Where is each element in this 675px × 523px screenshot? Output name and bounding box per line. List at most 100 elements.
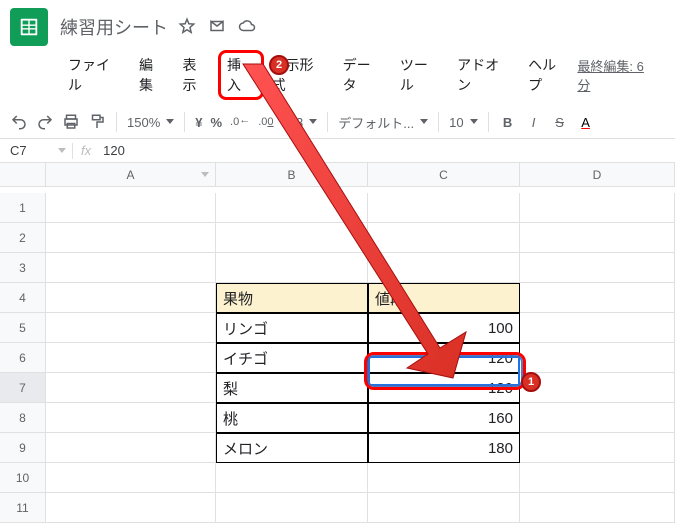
cell-B9[interactable]: メロン (216, 433, 368, 463)
increase-decimal-button[interactable]: .00 (258, 116, 273, 128)
menu-edit[interactable]: 編集 (131, 51, 175, 99)
row-header-3[interactable]: 3 (0, 253, 46, 283)
cell-D5[interactable] (520, 313, 675, 343)
caret-down-icon (470, 119, 478, 125)
name-box[interactable]: C7 (0, 143, 52, 158)
col-header-A[interactable]: A (46, 163, 216, 187)
cell-B2[interactable] (216, 223, 368, 253)
undo-icon[interactable] (10, 113, 28, 131)
menu-insert[interactable]: 挿入 (218, 50, 264, 100)
cell-C6[interactable]: 120 (368, 343, 520, 373)
row-header-6[interactable]: 6 (0, 343, 46, 373)
cell-D3[interactable] (520, 253, 675, 283)
cell-A6[interactable] (46, 343, 216, 373)
cell-D10[interactable] (520, 463, 675, 493)
col-header-D[interactable]: D (520, 163, 675, 187)
row-header-5[interactable]: 5 (0, 313, 46, 343)
paint-format-icon[interactable] (88, 113, 106, 131)
cell-B6[interactable]: イチゴ (216, 343, 368, 373)
cell-A5[interactable] (46, 313, 216, 343)
formula-input[interactable]: 120 (99, 143, 125, 158)
cell-C10[interactable] (368, 463, 520, 493)
select-all-corner[interactable] (0, 163, 46, 187)
caret-down-icon (166, 119, 174, 125)
caret-down-icon (58, 148, 66, 153)
font-family-select[interactable]: デフォルト... (338, 113, 428, 132)
document-title[interactable]: 練習用シート (60, 14, 168, 40)
cell-B11[interactable] (216, 493, 368, 523)
cell-C3[interactable] (368, 253, 520, 283)
cell-C4[interactable]: 値段 (368, 283, 520, 313)
num-format-value: 123 (282, 115, 304, 130)
row-header-4[interactable]: 4 (0, 283, 46, 313)
percent-button[interactable]: % (210, 115, 222, 130)
name-box-dropdown[interactable] (52, 148, 72, 153)
row-header-7[interactable]: 7 (0, 373, 46, 403)
cell-A2[interactable] (46, 223, 216, 253)
redo-icon[interactable] (36, 113, 54, 131)
cell-D2[interactable] (520, 223, 675, 253)
italic-button[interactable]: I (525, 115, 543, 130)
row-header-9[interactable]: 9 (0, 433, 46, 463)
col-header-C[interactable]: C (368, 163, 520, 187)
cell-A11[interactable] (46, 493, 216, 523)
row-header-1[interactable]: 1 (0, 193, 46, 223)
bold-button[interactable]: B (499, 115, 517, 130)
cell-D7[interactable] (520, 373, 675, 403)
title-bar: 練習用シート (0, 0, 675, 46)
cell-B5[interactable]: リンゴ (216, 313, 368, 343)
cell-C9[interactable]: 180 (368, 433, 520, 463)
cell-B4[interactable]: 果物 (216, 283, 368, 313)
cloud-icon[interactable] (238, 17, 256, 38)
decrease-decimal-button[interactable]: .0← (230, 116, 250, 128)
menu-addons[interactable]: アドオン (449, 51, 520, 99)
cell-A10[interactable] (46, 463, 216, 493)
row-header-2[interactable]: 2 (0, 223, 46, 253)
caret-down-icon (309, 119, 317, 125)
move-icon[interactable] (208, 17, 226, 38)
zoom-select[interactable]: 150% (127, 115, 174, 130)
font-size-select[interactable]: 10 (449, 115, 477, 130)
cell-D4[interactable] (520, 283, 675, 313)
currency-button[interactable]: ¥ (195, 115, 202, 130)
menu-data[interactable]: データ (335, 51, 392, 99)
cell-C2[interactable] (368, 223, 520, 253)
number-format-select[interactable]: 123 (282, 115, 318, 130)
star-icon[interactable] (178, 17, 196, 38)
sheets-logo[interactable] (10, 8, 48, 46)
cell-D11[interactable] (520, 493, 675, 523)
menu-view[interactable]: 表示 (175, 51, 219, 99)
print-icon[interactable] (62, 113, 80, 131)
row-header-8[interactable]: 8 (0, 403, 46, 433)
row-header-11[interactable]: 11 (0, 493, 46, 523)
cell-A3[interactable] (46, 253, 216, 283)
cell-B8[interactable]: 桃 (216, 403, 368, 433)
cell-D1[interactable] (520, 193, 675, 223)
cell-A1[interactable] (46, 193, 216, 223)
strikethrough-button[interactable]: S (551, 115, 569, 130)
cell-B3[interactable] (216, 253, 368, 283)
cell-C7[interactable]: 120 (368, 373, 520, 403)
cell-A8[interactable] (46, 403, 216, 433)
cell-A7[interactable] (46, 373, 216, 403)
cell-B1[interactable] (216, 193, 368, 223)
cell-D9[interactable] (520, 433, 675, 463)
cell-A9[interactable] (46, 433, 216, 463)
cell-D6[interactable] (520, 343, 675, 373)
cell-A4[interactable] (46, 283, 216, 313)
cell-C1[interactable] (368, 193, 520, 223)
menu-tools[interactable]: ツール (392, 51, 449, 99)
cell-B7[interactable]: 梨 (216, 373, 368, 403)
menu-file[interactable]: ファイル (60, 51, 131, 99)
cell-C11[interactable] (368, 493, 520, 523)
row-header-10[interactable]: 10 (0, 463, 46, 493)
spreadsheet-grid[interactable]: A B C D 1 2 3 4 果物 値段 5 リンゴ 100 6 イチゴ 12… (0, 163, 675, 523)
last-edit-label[interactable]: 最終編集: 6 分 (577, 56, 665, 94)
cell-D8[interactable] (520, 403, 675, 433)
cell-C5[interactable]: 100 (368, 313, 520, 343)
menu-help[interactable]: ヘルプ (520, 51, 577, 99)
cell-C8[interactable]: 160 (368, 403, 520, 433)
cell-B10[interactable] (216, 463, 368, 493)
col-header-B[interactable]: B (216, 163, 368, 187)
text-color-button[interactable]: A (577, 115, 595, 130)
